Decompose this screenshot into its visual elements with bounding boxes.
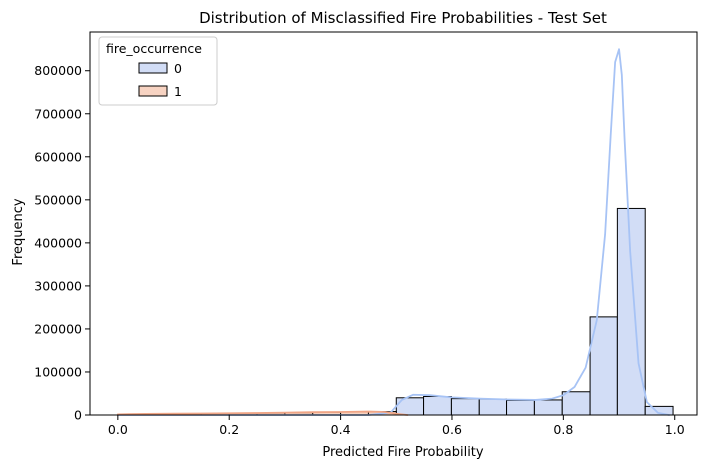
legend: fire_occurrence 0 1: [98, 36, 218, 106]
y-tick-label-3: 300000: [34, 278, 82, 293]
bar-series0-5: [533, 399, 563, 416]
x-tick-label-3: 0.6: [442, 422, 462, 437]
y-axis-label: Frequency: [11, 198, 26, 265]
x-axis-label: Predicted Fire Probability: [322, 445, 484, 460]
legend-swatch-0: [138, 62, 168, 74]
y-tick-label-5: 500000: [34, 192, 82, 207]
bar-series0-1: [423, 396, 452, 416]
y-tick-label-1: 100000: [34, 364, 82, 379]
x-tick-label-1: 0.2: [219, 422, 239, 437]
legend-label-1: 1: [174, 84, 182, 99]
y-tick-label-7: 700000: [34, 106, 82, 121]
y-tick-label-2: 200000: [34, 321, 82, 336]
chart-title: Distribution of Misclassified Fire Proba…: [199, 9, 607, 27]
kde-line-series0: [116, 48, 671, 416]
legend-title: fire_occurrence: [106, 41, 202, 56]
bar-series0-6: [561, 391, 591, 416]
x-tick-label-4: 0.8: [553, 422, 573, 437]
axes-frame: [89, 31, 698, 416]
kde-line-series1: [116, 410, 409, 416]
bar-series0-3: [478, 398, 508, 416]
y-tick-label-6: 600000: [34, 149, 82, 164]
bar-series0-4: [506, 399, 535, 416]
axes: 0.0 0.2 0.4 0.6 0.8 1.0 0 100000 200000 300000 400…: [34, 31, 698, 437]
x-tick-label-5: 1.0: [665, 422, 685, 437]
plot-area: [116, 48, 674, 416]
bar-series0-8: [616, 207, 646, 416]
x-tick-label-2: 0.4: [331, 422, 351, 437]
bar-series0-2: [450, 398, 480, 416]
legend-swatch-1: [138, 85, 168, 97]
y-tick-label-0: 0: [74, 408, 82, 423]
y-tick-label-4: 400000: [34, 235, 82, 250]
x-tick-label-0: 0.0: [108, 422, 128, 437]
y-tick-label-8: 800000: [34, 63, 82, 78]
legend-label-0: 0: [174, 61, 182, 76]
